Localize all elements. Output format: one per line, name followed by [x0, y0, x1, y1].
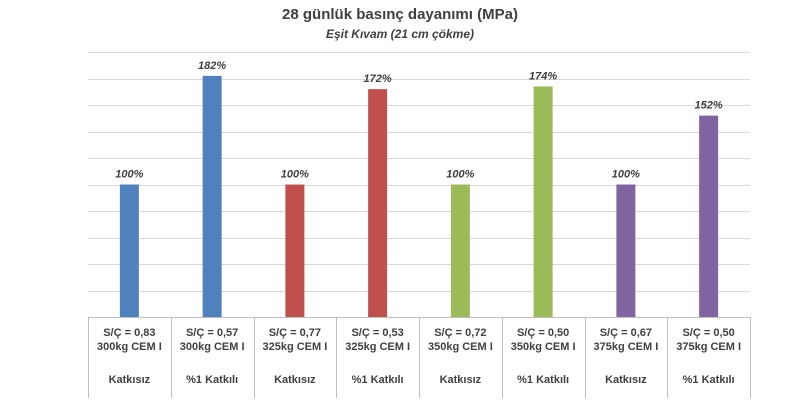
bar — [450, 184, 470, 317]
group-label: %1 Katkılı — [683, 374, 735, 386]
bar — [368, 89, 388, 317]
x-axis: S/Ç = 0,83 300kg CEM I Katkısız S/Ç = 0,57 3… — [88, 317, 751, 398]
x-tick-label: 350kg CEM I — [511, 341, 576, 353]
x-tick-label: 325kg CEM I — [345, 341, 410, 353]
data-label: 100% — [115, 169, 143, 181]
x-tick-label: S/Ç = 0,83 — [103, 327, 155, 339]
data-label: 100% — [281, 169, 309, 181]
group-label: %1 Katkılı — [352, 374, 404, 386]
bar — [616, 184, 636, 317]
gridlines — [88, 52, 750, 292]
x-tick-label: S/Ç = 0,50 — [682, 327, 734, 339]
bar — [533, 86, 553, 317]
x-tick-label: S/Ç = 0,77 — [269, 327, 321, 339]
group-label: %1 Katkılı — [517, 374, 569, 386]
data-label: 174% — [529, 70, 557, 82]
data-label: 152% — [695, 100, 723, 112]
chart-title: 28 günlük basınç dayanımı (MPa) — [282, 6, 518, 23]
chart-subtitle: Eşit Kıvam (21 cm çökme) — [325, 27, 475, 41]
data-label: 100% — [446, 169, 474, 181]
group-label: Katkısız — [274, 374, 316, 386]
data-labels: 100% 182% 100% 172% 100% 174% 100% 152% — [115, 60, 723, 181]
bars — [119, 75, 719, 317]
group-label: Katkısız — [109, 374, 151, 386]
x-tick-label: 325kg CEM I — [262, 341, 327, 353]
bar — [699, 115, 719, 317]
bar — [285, 184, 305, 317]
group-label: %1 Katkılı — [186, 374, 238, 386]
bar — [119, 184, 139, 317]
x-tick-label: 300kg CEM I — [97, 341, 162, 353]
x-tick-label: 300kg CEM I — [180, 341, 245, 353]
x-tick-label: 375kg CEM I — [593, 341, 658, 353]
group-label: Katkısız — [605, 374, 647, 386]
group-label: Katkısız — [440, 374, 482, 386]
x-tick-label: S/Ç = 0,53 — [351, 327, 403, 339]
x-tick-label: S/Ç = 0,50 — [517, 327, 569, 339]
x-tick-label: S/Ç = 0,57 — [186, 327, 238, 339]
data-label: 172% — [364, 73, 392, 85]
x-tick-label: 375kg CEM I — [676, 341, 741, 353]
x-tick-label: 350kg CEM I — [428, 341, 493, 353]
x-tick-label: S/Ç = 0,67 — [600, 327, 652, 339]
data-label: 100% — [612, 169, 640, 181]
bar — [202, 75, 222, 317]
x-tick-label: S/Ç = 0,72 — [434, 327, 486, 339]
data-label: 182% — [198, 60, 226, 72]
